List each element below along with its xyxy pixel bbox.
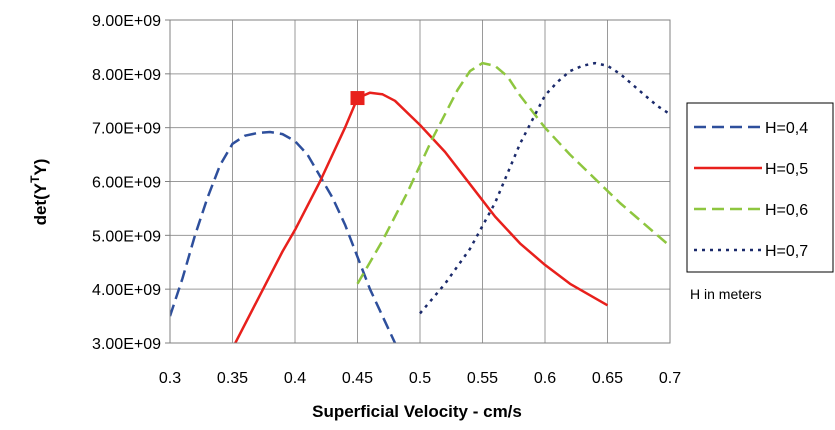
highlight-marker xyxy=(350,91,365,106)
y-axis-title-main: det(Y xyxy=(31,182,50,225)
x-tick-label: 0.35 xyxy=(217,370,248,387)
y-tick-labels: 3.00E+09 4.00E+09 5.00E+09 6.00E+09 7.00E+09… xyxy=(92,13,161,353)
series-layer xyxy=(170,61,670,343)
legend: H=0,4 H=0,5 H=0,6 H=0,7 xyxy=(686,102,834,273)
grid xyxy=(165,19,671,344)
legend-note: H in meters xyxy=(690,286,762,302)
x-tick-label: 0.6 xyxy=(534,370,556,387)
x-tick-labels: 0.3 0.35 0.4 0.45 0.5 0.55 0.6 0.65 0.7 xyxy=(159,370,681,387)
x-tick-label: 0.4 xyxy=(284,370,306,387)
y-tick-label: 5.00E+09 xyxy=(92,228,161,245)
y-axis-title: det(YTY) xyxy=(28,159,50,226)
plot-frame xyxy=(169,19,671,344)
legend-box xyxy=(686,102,834,273)
legend-items: H=0,4 H=0,5 H=0,6 H=0,7 xyxy=(694,120,808,260)
x-tick-label: 0.3 xyxy=(159,370,181,387)
marker-layer xyxy=(350,91,365,106)
y-tick-label: 7.00E+09 xyxy=(92,121,161,138)
x-tick-label: 0.5 xyxy=(409,370,431,387)
y-axis-title-superscript: T xyxy=(28,175,42,183)
legend-label-1: H=0,4 xyxy=(765,120,808,137)
y-tick-label: 3.00E+09 xyxy=(92,336,161,353)
x-tick-label: 0.65 xyxy=(592,370,623,387)
x-tick-label: 0.45 xyxy=(342,370,373,387)
y-tick-label: 4.00E+09 xyxy=(92,282,161,299)
x-axis-title: Superficial Velocity - cm/s xyxy=(312,402,522,421)
legend-label-3: H=0,6 xyxy=(765,202,808,219)
x-tick-label: 0.7 xyxy=(659,370,681,387)
legend-label-4: H=0,7 xyxy=(765,243,808,260)
y-tick-label: 8.00E+09 xyxy=(92,67,161,84)
series-line-2 xyxy=(233,91,609,343)
series-line-3 xyxy=(356,61,670,285)
y-tick-label: 9.00E+09 xyxy=(92,13,161,30)
y-axis-title-tail: Y) xyxy=(31,159,50,176)
x-tick-label: 0.55 xyxy=(467,370,498,387)
legend-label-2: H=0,5 xyxy=(765,161,808,178)
series-line-1 xyxy=(170,130,397,343)
y-tick-label: 6.00E+09 xyxy=(92,175,161,192)
